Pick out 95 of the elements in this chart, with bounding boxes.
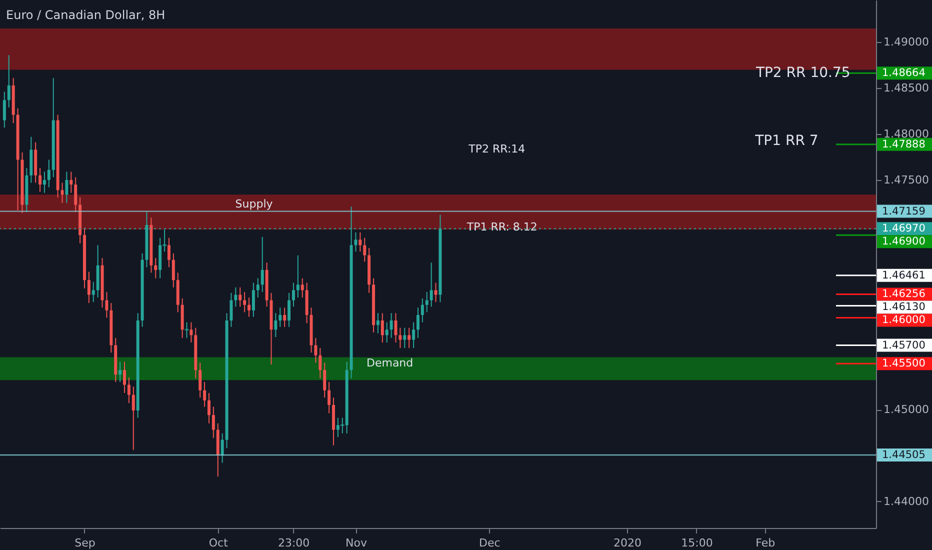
- candlestick: [380, 312, 384, 344]
- band-label: Supply: [235, 197, 274, 210]
- candlestick: [127, 376, 130, 404]
- candlestick: [42, 171, 46, 194]
- candlestick: [328, 381, 331, 414]
- ref-line-label: 1.46130: [882, 301, 926, 314]
- ref-line-label: 1.46256: [882, 288, 926, 300]
- ref-line-label: 1.46900: [882, 236, 926, 248]
- candlestick: [296, 254, 300, 298]
- candlestick: [74, 176, 78, 213]
- candlestick: [408, 327, 411, 349]
- annotation: TP2 RR:14: [468, 142, 526, 156]
- candlestick: [220, 432, 224, 464]
- candlestick: [425, 292, 428, 313]
- candlestick: [278, 307, 282, 328]
- candlestick: [207, 392, 210, 424]
- candlestick: [256, 278, 260, 298]
- candlestick: [118, 361, 122, 382]
- x-tick-label: 15:00: [681, 536, 713, 550]
- candlestick: [70, 171, 73, 194]
- candlestick: [385, 322, 388, 344]
- ref-line-label: 1.46461: [882, 269, 926, 282]
- y-tick-label: 1.48000: [884, 128, 929, 141]
- ref-line-label: 1.45500: [882, 358, 926, 370]
- candlestick: [190, 322, 193, 344]
- candlestick: [260, 236, 264, 293]
- ref-line-label: 1.48664: [882, 67, 926, 80]
- candlestick: [314, 337, 318, 364]
- candlestick: [248, 297, 251, 318]
- candlestick: [363, 237, 366, 262]
- candlestick: [323, 362, 326, 398]
- y-tick-label: 1.44000: [884, 494, 929, 508]
- x-tick-label: 23:00: [278, 536, 310, 550]
- candlestick: [300, 278, 304, 298]
- candlestick: [92, 281, 95, 303]
- y-tick-label: 1.45000: [884, 403, 929, 416]
- candlestick: [412, 322, 416, 349]
- candlestick: [318, 348, 322, 379]
- ref-line-label: 1.47888: [882, 138, 926, 150]
- ref-line-label: 1.44505: [882, 449, 926, 461]
- candlestick: [132, 386, 135, 450]
- candlestick: [434, 282, 438, 303]
- x-tick-label: 2020: [613, 536, 642, 550]
- candlestick: [390, 312, 393, 338]
- candlestick: [198, 362, 202, 398]
- ref-line-label: 1.45700: [882, 339, 926, 352]
- ref-line-label: 1.46000: [882, 314, 926, 326]
- candlestick: [283, 307, 286, 328]
- candlestick: [87, 271, 90, 304]
- x-tick-label: Oct: [208, 536, 229, 550]
- candlestick: [403, 327, 406, 349]
- x-tick-label: Dec: [478, 536, 500, 550]
- annotation: TP1 RR 7: [754, 132, 818, 149]
- candlestick: [416, 307, 420, 338]
- candlestick: [47, 159, 50, 188]
- candlestick: [243, 292, 246, 313]
- candlestick: [234, 286, 238, 308]
- candlestick: [38, 168, 42, 192]
- candlestick: [292, 282, 295, 308]
- candlestick: [376, 312, 380, 334]
- candlestick: [105, 292, 108, 318]
- candlestick: [7, 54, 10, 108]
- y-tick-label: 1.47500: [884, 173, 929, 186]
- candlestick: [123, 361, 126, 394]
- x-tick-label: Feb: [756, 536, 776, 550]
- ref-line-label: 1.46970: [882, 222, 926, 235]
- y-tick-label: 1.49000: [884, 36, 929, 49]
- candlestick: [230, 292, 233, 328]
- candlestick: [430, 262, 433, 308]
- y-tick-label: 1.48500: [884, 82, 929, 95]
- candlestick: [420, 298, 424, 323]
- candlestick: [358, 232, 362, 252]
- candlestick: [212, 406, 215, 439]
- candlestick: [65, 171, 68, 204]
- annotation: TP1 RR: 8.12: [466, 220, 538, 234]
- candlestick: [288, 292, 291, 328]
- candlestick: [203, 381, 206, 408]
- candlestick: [172, 252, 175, 288]
- x-tick-label: Nov: [346, 536, 368, 550]
- annotation: TP2 RR 10.75: [754, 65, 850, 82]
- candlestick: [167, 237, 170, 268]
- candlestick: [252, 282, 255, 318]
- candlestick: [398, 327, 402, 349]
- candlestick: [354, 232, 358, 252]
- band-label: Demand: [366, 356, 414, 370]
- candlestick: [60, 182, 64, 204]
- candlestick: [2, 91, 6, 128]
- ref-line-label: 1.47159: [882, 205, 926, 218]
- candlestick: [238, 286, 242, 308]
- candlestick: [184, 322, 189, 338]
- candlestick: [394, 312, 398, 344]
- text: Euro / Canadian Dollar, 8H: [6, 8, 166, 22]
- x-tick-label: Sep: [74, 536, 96, 550]
- candlestick: [154, 258, 158, 279]
- candlestick: [274, 312, 278, 338]
